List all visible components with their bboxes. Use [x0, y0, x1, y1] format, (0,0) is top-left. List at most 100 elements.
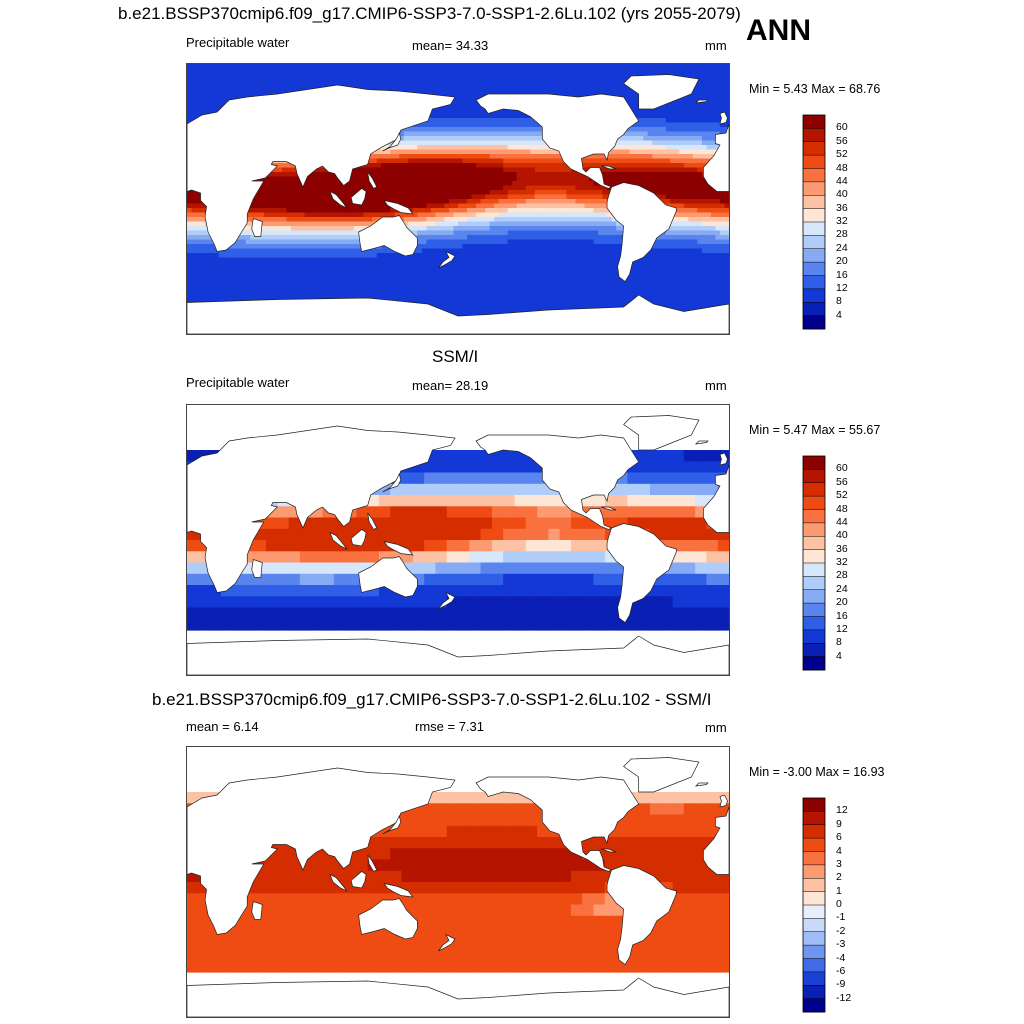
colorbar-tick-label: -2	[836, 924, 846, 937]
colorbar-swatch	[803, 589, 825, 604]
colorbar-tick-label: -12	[836, 991, 852, 1004]
colorbar-tick-label: 16	[836, 609, 848, 622]
panel-obs-mean: mean= 28.19	[412, 378, 489, 393]
colorbar-tick-label: 16	[836, 268, 848, 281]
figure-title: b.e21.BSSP370cmip6.f09_g17.CMIP6-SSP3-7.…	[118, 4, 741, 23]
land-outline	[329, 873, 348, 892]
land-outline	[438, 591, 456, 610]
colorbar-swatch	[803, 998, 825, 1013]
colorbar-tick-label: 36	[836, 542, 848, 555]
colorbar-swatch	[803, 536, 825, 551]
colorbar-tick-label: 56	[836, 134, 848, 147]
colorbar-swatch	[803, 851, 825, 866]
land-outline	[358, 215, 418, 257]
land-outline	[606, 865, 677, 966]
land-outline	[438, 933, 456, 952]
colorbar-swatch	[803, 302, 825, 317]
colorbar-swatch	[803, 878, 825, 893]
panel-model-mean: mean= 34.33	[412, 38, 489, 53]
colorbar-swatch	[803, 262, 825, 276]
colorbar-swatch	[803, 496, 825, 510]
panel-model-minmax: Min = 5.43 Max = 68.76	[749, 82, 881, 96]
panel-diff-units: mm	[705, 720, 727, 735]
land-outline	[187, 425, 456, 593]
colorbar-tick-label: 9	[836, 817, 842, 830]
land-outline	[600, 848, 617, 853]
colorbar-tick-label: -1	[836, 911, 846, 924]
land-outline	[475, 434, 640, 530]
land-outline	[251, 901, 263, 920]
panel-obs-left-label: Precipitable water	[186, 375, 290, 390]
land-outline	[350, 188, 367, 206]
colorbar-swatch	[803, 275, 825, 290]
colorbar-swatch	[803, 522, 825, 537]
panel-model-colorbar: 60 56 52 48 44 40 36 32 28 24 20 16 12 8 4	[802, 114, 848, 330]
panel-model-map	[186, 63, 730, 335]
colorbar-tick-label: 1	[836, 884, 842, 897]
colorbar-tick-label: 4	[836, 844, 842, 857]
colorbar-swatch	[803, 811, 825, 826]
colorbar-swatch	[803, 128, 825, 143]
colorbar-frame	[802, 797, 826, 1013]
colorbar-swatch	[803, 931, 825, 946]
coastlines	[187, 74, 729, 334]
land-outline	[703, 806, 729, 875]
coastlines	[187, 415, 729, 675]
colorbar-tick-label: 0	[836, 898, 842, 910]
colorbar-swatch	[803, 288, 825, 303]
colorbar-tick-label: 12	[836, 804, 848, 817]
colorbar-tick-label: -3	[836, 938, 846, 951]
colorbar-tick-label: 48	[836, 502, 848, 515]
land-outline	[600, 165, 617, 170]
land-outline	[187, 977, 729, 1017]
land-outline	[623, 74, 700, 110]
land-outline	[187, 84, 456, 252]
panel-diff-minmax: Min = -3.00 Max = 16.93	[749, 765, 885, 779]
colorbar-swatch	[803, 945, 825, 959]
panel-diff-colorbar: 12 9 6 4 3 2 1 0 -1 -2 -3 -4 -6 -9 -12	[802, 797, 851, 1013]
panel-diff-mean: mean = 6.14	[186, 719, 259, 734]
land-outline	[600, 506, 617, 511]
colorbar-swatch	[803, 918, 825, 933]
land-outline	[329, 190, 348, 209]
colorbar-swatch	[803, 115, 825, 129]
colorbar-swatch	[803, 141, 825, 156]
colorbar-swatch	[803, 603, 825, 617]
colorbar-swatch	[803, 864, 825, 879]
colorbar-swatch	[803, 798, 825, 812]
colorbar-tick-label: 32	[836, 215, 848, 227]
colorbar-swatch	[803, 576, 825, 591]
colorbar-tick-label: 40	[836, 529, 848, 542]
colorbar-swatch	[803, 549, 825, 564]
colorbar-swatch	[803, 563, 825, 577]
colorbar-tick-label: 20	[836, 255, 848, 268]
colorbar-tick-label: -9	[836, 978, 846, 991]
colorbar-swatch	[803, 222, 825, 236]
panel-model-units: mm	[705, 38, 727, 53]
land-outline	[382, 472, 402, 493]
land-outline	[187, 294, 729, 334]
colorbar-tick-label: 28	[836, 228, 848, 241]
colorbar-swatch	[803, 155, 825, 169]
land-outline	[187, 767, 456, 935]
colorbar-tick-label: 6	[836, 831, 842, 844]
colorbar-swatch	[803, 629, 825, 644]
colorbar-swatch	[803, 482, 825, 497]
land-outline	[358, 556, 418, 598]
panel-diff-map	[186, 746, 730, 1018]
land-outline	[187, 635, 729, 675]
land-outline	[438, 250, 456, 269]
land-outline	[606, 523, 677, 624]
panel-obs-units: mm	[705, 378, 727, 393]
colorbar-swatch	[803, 824, 825, 839]
colorbar-frame	[802, 455, 826, 671]
colorbar-swatch	[803, 891, 825, 906]
land-outline	[251, 218, 263, 237]
field-cells	[187, 792, 729, 973]
colorbar-tick-label: 8	[836, 636, 842, 649]
land-outline	[475, 93, 640, 189]
panel-diff-subtitle: b.e21.BSSP370cmip6.f09_g17.CMIP6-SSP3-7.…	[152, 690, 712, 709]
colorbar-swatch	[803, 905, 825, 919]
land-outline	[382, 814, 402, 835]
land-outline	[382, 131, 402, 152]
